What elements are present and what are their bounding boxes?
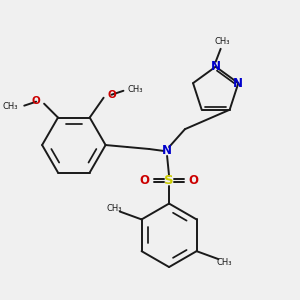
Text: O: O (189, 174, 199, 187)
Text: CH₃: CH₃ (106, 204, 122, 213)
Text: S: S (164, 174, 174, 187)
Text: CH₃: CH₃ (215, 38, 230, 46)
Text: O: O (139, 174, 149, 187)
Text: N: N (233, 76, 243, 90)
Text: CH₃: CH₃ (217, 258, 232, 267)
Text: N: N (162, 145, 172, 158)
Text: CH₃: CH₃ (3, 102, 18, 111)
Text: O: O (32, 96, 40, 106)
Text: N: N (211, 60, 221, 73)
Text: O: O (108, 90, 116, 100)
Text: CH₃: CH₃ (128, 85, 143, 94)
